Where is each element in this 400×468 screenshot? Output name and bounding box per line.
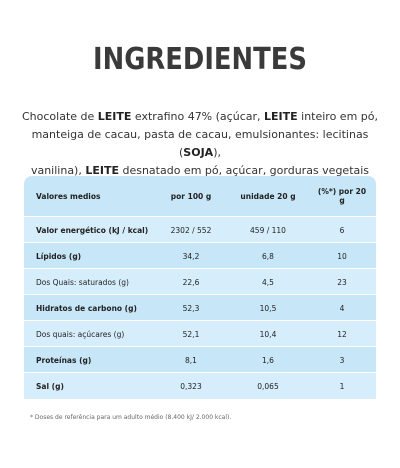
ingredient-text: ), bbox=[213, 146, 221, 159]
per-unit-value: 10,5 bbox=[259, 303, 277, 313]
row-label: Proteínas (g) bbox=[36, 355, 92, 365]
nutrition-table: Valores medios por 100 g unidade 20 g (%… bbox=[24, 176, 376, 399]
per-100g-value: 52,1 bbox=[182, 329, 200, 339]
row-label: Hidratos de carbono (g) bbox=[36, 303, 137, 313]
per-unit-value: 10,4 bbox=[259, 329, 277, 339]
per-100g-value: 34,2 bbox=[182, 251, 200, 261]
percent-ri-value: 23 bbox=[337, 277, 347, 287]
table-row: Lípidos (g) 34,2 6,8 10 bbox=[24, 242, 376, 269]
allergen-text: LEITE bbox=[264, 110, 298, 123]
table-row: Proteínas (g) 8,1 1,6 3 bbox=[24, 346, 376, 373]
per-unit-value: 0,065 bbox=[257, 381, 279, 391]
table-row: Dos quais: açúcares (g) 52,1 10,4 12 bbox=[24, 320, 376, 347]
row-label: Valor energético (kJ / kcal) bbox=[36, 225, 149, 235]
ingredients-line: Chocolate de LEITE extrafino 47% (açúcar… bbox=[20, 108, 380, 126]
header-cell: unidade 20 g bbox=[240, 191, 296, 201]
ingredient-text: Chocolate de bbox=[21, 110, 98, 123]
per-100g-value: 8,1 bbox=[185, 355, 197, 365]
ingredient-text: inteiro em pó, bbox=[297, 110, 378, 123]
allergen-text: LEITE bbox=[97, 110, 132, 123]
per-unit-value: 6,8 bbox=[262, 251, 274, 261]
table-row: Hidratos de carbono (g) 52,3 10,5 4 bbox=[24, 294, 376, 321]
per-100g-value: 2302 / 552 bbox=[170, 225, 212, 235]
percent-ri-value: 10 bbox=[337, 251, 347, 261]
footnote: * Doses de referência para um adulto méd… bbox=[30, 414, 232, 421]
per-unit-value: 1,6 bbox=[262, 355, 274, 365]
ingredients-line: manteiga de cacau, pasta de cacau, emuls… bbox=[20, 126, 380, 162]
per-100g-value: 0,323 bbox=[180, 381, 202, 391]
row-label: Dos Quais: saturados (g) bbox=[36, 277, 129, 287]
percent-ri-value: 1 bbox=[339, 381, 345, 391]
per-100g-value: 52,3 bbox=[182, 303, 200, 313]
header-cell: Valores medios bbox=[36, 191, 101, 201]
table-row: Dos Quais: saturados (g) 22,6 4,5 23 bbox=[24, 268, 376, 295]
header-cell: (%*) por 20 g bbox=[317, 187, 367, 205]
table-row: Valor energético (kJ / kcal) 2302 / 552 45… bbox=[24, 216, 376, 243]
allergen-text: SOJA bbox=[183, 146, 214, 159]
ingredient-text: vanilina), bbox=[30, 164, 86, 177]
per-unit-value: 459 / 110 bbox=[250, 225, 286, 235]
header-cell: por 100 g bbox=[170, 191, 212, 201]
row-label: Sal (g) bbox=[36, 381, 64, 391]
percent-ri-value: 12 bbox=[337, 329, 347, 339]
ingredient-text: extrafino 47% (açúcar, bbox=[131, 110, 264, 123]
table-header-row: Valores medios por 100 g unidade 20 g (%… bbox=[24, 176, 376, 216]
ingredient-text: manteiga de cacau, pasta de cacau, emuls… bbox=[31, 128, 369, 159]
page-title: INGREDIENTES bbox=[93, 42, 307, 77]
row-label: Lípidos (g) bbox=[36, 251, 82, 261]
percent-ri-value: 3 bbox=[339, 355, 345, 365]
percent-ri-value: 4 bbox=[339, 303, 345, 313]
per-unit-value: 4,5 bbox=[262, 277, 274, 287]
row-label: Dos quais: açúcares (g) bbox=[36, 329, 125, 339]
per-100g-value: 22,6 bbox=[182, 277, 200, 287]
allergen-text: LEITE bbox=[85, 164, 119, 177]
percent-ri-value: 6 bbox=[339, 225, 345, 235]
table-row: Sal (g) 0,323 0,065 1 bbox=[24, 372, 376, 399]
